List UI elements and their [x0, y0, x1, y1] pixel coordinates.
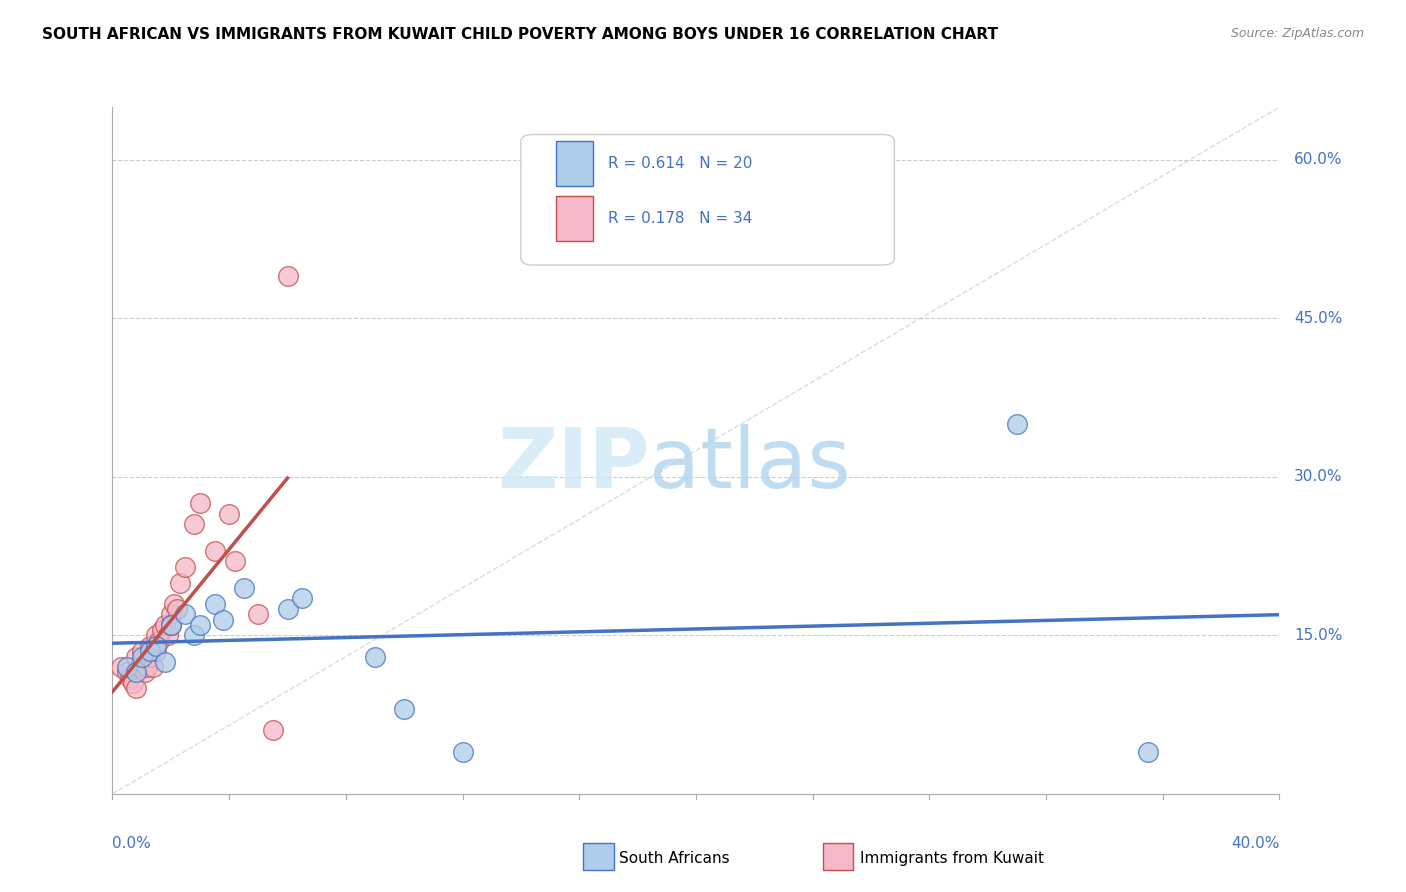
- Point: [183, 628, 205, 642]
- Point: [139, 639, 162, 653]
- Point: [364, 649, 387, 664]
- Point: [232, 581, 254, 595]
- Point: [1137, 745, 1160, 759]
- Point: [131, 655, 153, 669]
- Point: [128, 660, 150, 674]
- Point: [204, 597, 226, 611]
- Text: 0.0%: 0.0%: [112, 836, 152, 851]
- Point: [169, 575, 191, 590]
- Point: [142, 660, 165, 674]
- Point: [188, 617, 211, 632]
- Point: [183, 517, 205, 532]
- Point: [218, 507, 240, 521]
- Point: [125, 649, 148, 664]
- Bar: [555, 141, 593, 186]
- Point: [163, 597, 186, 611]
- Point: [160, 617, 183, 632]
- Point: [160, 617, 183, 632]
- Text: 15.0%: 15.0%: [1294, 628, 1343, 643]
- Point: [148, 633, 170, 648]
- Point: [174, 607, 197, 622]
- Point: [212, 613, 235, 627]
- Point: [134, 665, 156, 680]
- Text: South Africans: South Africans: [619, 851, 730, 865]
- Point: [1005, 417, 1028, 431]
- Point: [204, 544, 226, 558]
- Point: [451, 745, 474, 759]
- Text: atlas: atlas: [650, 424, 851, 505]
- Point: [139, 644, 162, 658]
- Text: Immigrants from Kuwait: Immigrants from Kuwait: [860, 851, 1045, 865]
- Point: [247, 607, 270, 622]
- Point: [131, 649, 153, 664]
- Text: 30.0%: 30.0%: [1294, 469, 1343, 484]
- Text: 45.0%: 45.0%: [1294, 311, 1343, 326]
- Point: [125, 665, 148, 680]
- FancyBboxPatch shape: [520, 135, 894, 265]
- Point: [276, 269, 298, 284]
- Point: [125, 681, 148, 696]
- Point: [153, 655, 176, 669]
- Point: [145, 644, 167, 658]
- Point: [136, 660, 159, 674]
- Point: [224, 554, 246, 568]
- Point: [115, 665, 138, 680]
- Point: [262, 723, 284, 738]
- Text: 40.0%: 40.0%: [1232, 836, 1279, 851]
- Point: [392, 702, 416, 716]
- Text: R = 0.178   N = 34: R = 0.178 N = 34: [609, 211, 752, 226]
- Point: [291, 591, 314, 606]
- Text: ZIP: ZIP: [496, 424, 650, 505]
- Point: [145, 628, 167, 642]
- Point: [156, 628, 179, 642]
- Text: 60.0%: 60.0%: [1294, 153, 1343, 168]
- Point: [131, 644, 153, 658]
- Point: [150, 623, 173, 637]
- Point: [139, 649, 162, 664]
- Point: [166, 602, 188, 616]
- Point: [122, 676, 145, 690]
- Point: [153, 617, 176, 632]
- Text: SOUTH AFRICAN VS IMMIGRANTS FROM KUWAIT CHILD POVERTY AMONG BOYS UNDER 16 CORREL: SOUTH AFRICAN VS IMMIGRANTS FROM KUWAIT …: [42, 27, 998, 42]
- Point: [160, 607, 183, 622]
- Text: R = 0.614   N = 20: R = 0.614 N = 20: [609, 156, 752, 171]
- Point: [188, 496, 211, 510]
- Bar: [555, 196, 593, 241]
- Point: [110, 660, 132, 674]
- Point: [276, 602, 298, 616]
- Point: [115, 660, 138, 674]
- Point: [174, 559, 197, 574]
- Point: [145, 639, 167, 653]
- Text: Source: ZipAtlas.com: Source: ZipAtlas.com: [1230, 27, 1364, 40]
- Point: [118, 671, 141, 685]
